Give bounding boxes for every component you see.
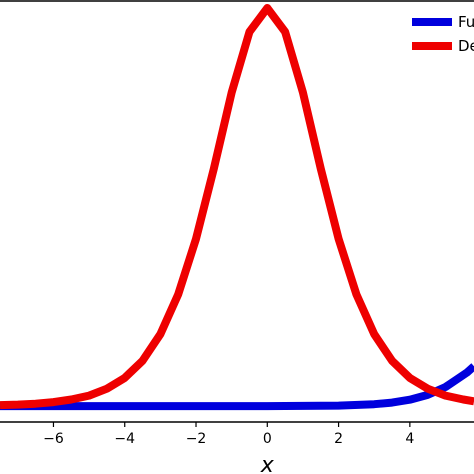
x-tick-label: −4 — [114, 431, 135, 447]
x-axis-label: x — [260, 453, 275, 474]
legend-label-fu: Fu — [458, 13, 474, 31]
x-tick-label: 4 — [405, 431, 414, 447]
legend-label-de: De — [458, 37, 474, 55]
x-tick-label: −2 — [186, 431, 207, 447]
x-tick-label: −6 — [43, 431, 64, 447]
series-line-fu — [0, 363, 474, 411]
x-tick-label: 0 — [263, 431, 272, 447]
legend: Fu De — [412, 13, 474, 55]
x-tick-label: 2 — [334, 431, 343, 447]
plot-area — [0, 4, 474, 411]
series-line-de — [0, 4, 474, 410]
